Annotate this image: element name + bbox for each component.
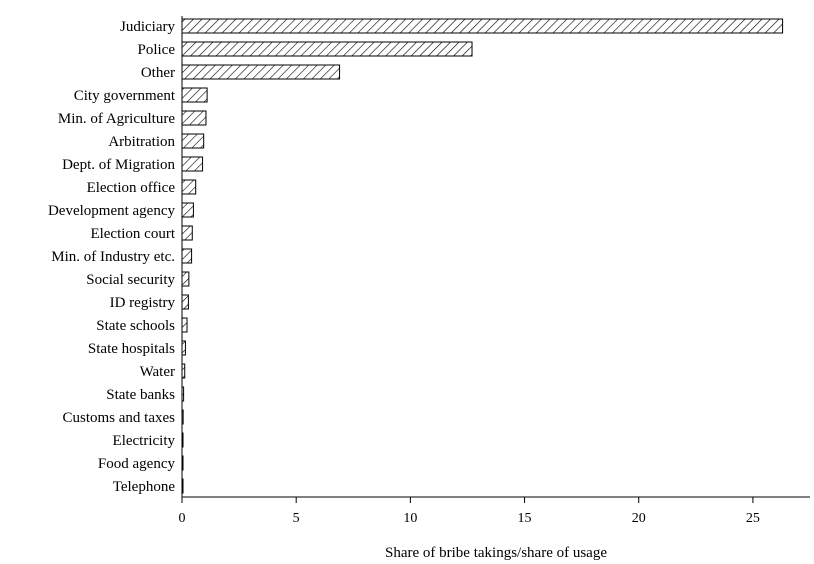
bar-arbitration <box>181 133 205 149</box>
bar-police <box>181 41 473 57</box>
x-axis-ticks-group: 0 5 10 15 20 25 <box>179 497 760 526</box>
bar-social-security <box>181 271 190 287</box>
x-tick-label-25: 25 <box>746 511 760 526</box>
category-labels-group: Judiciary Police Other City government Min. … <box>48 19 176 495</box>
category-label-state-banks: State banks <box>106 387 175 403</box>
bar-dept-of-migration <box>181 156 204 172</box>
x-tick-label-5: 5 <box>293 511 300 526</box>
category-label-election-office: Election office <box>87 180 176 196</box>
category-label-social-security: Social security <box>86 272 175 288</box>
category-label-electricity: Electricity <box>113 433 176 449</box>
bar-election-court <box>181 225 193 241</box>
x-tick-label-15: 15 <box>518 511 532 526</box>
category-label-police: Police <box>138 42 176 58</box>
bar-other <box>181 64 341 80</box>
category-label-other: Other <box>141 65 175 81</box>
category-label-arbitration: Arbitration <box>108 134 175 150</box>
x-tick-label-20: 20 <box>632 511 646 526</box>
bar-development-agency <box>181 202 194 218</box>
category-label-min-of-agriculture: Min. of Agriculture <box>58 111 175 127</box>
bar-city-government <box>181 87 208 103</box>
bar-state-schools <box>181 317 188 333</box>
x-tick-label-10: 10 <box>403 511 417 526</box>
category-label-election-court: Election court <box>90 226 175 242</box>
category-label-state-schools: State schools <box>96 318 175 334</box>
bar-id-registry <box>181 294 189 310</box>
category-label-dept-of-migration: Dept. of Migration <box>62 157 175 173</box>
category-label-food-agency: Food agency <box>98 456 176 472</box>
category-label-development-agency: Development agency <box>48 203 176 219</box>
category-label-telephone: Telephone <box>113 479 176 495</box>
category-label-judiciary: Judiciary <box>120 19 175 35</box>
category-label-city-government: City government <box>74 88 176 104</box>
bar-min-of-industry-etc <box>181 248 193 264</box>
category-label-id-registry: ID registry <box>110 295 176 311</box>
x-axis-title: Share of bribe takings/share of usage <box>385 545 607 561</box>
bar-judiciary <box>181 18 784 34</box>
x-tick-label-0: 0 <box>179 511 186 526</box>
category-label-state-hospitals: State hospitals <box>88 341 175 357</box>
bar-state-hospitals <box>181 340 186 356</box>
bars-group <box>181 18 784 494</box>
category-label-customs-and-taxes: Customs and taxes <box>63 410 176 426</box>
bar-min-of-agriculture <box>181 110 207 126</box>
category-label-min-of-industry-etc: Min. of Industry etc. <box>51 249 175 265</box>
category-label-water: Water <box>140 364 175 380</box>
bar-election-office <box>181 179 197 195</box>
